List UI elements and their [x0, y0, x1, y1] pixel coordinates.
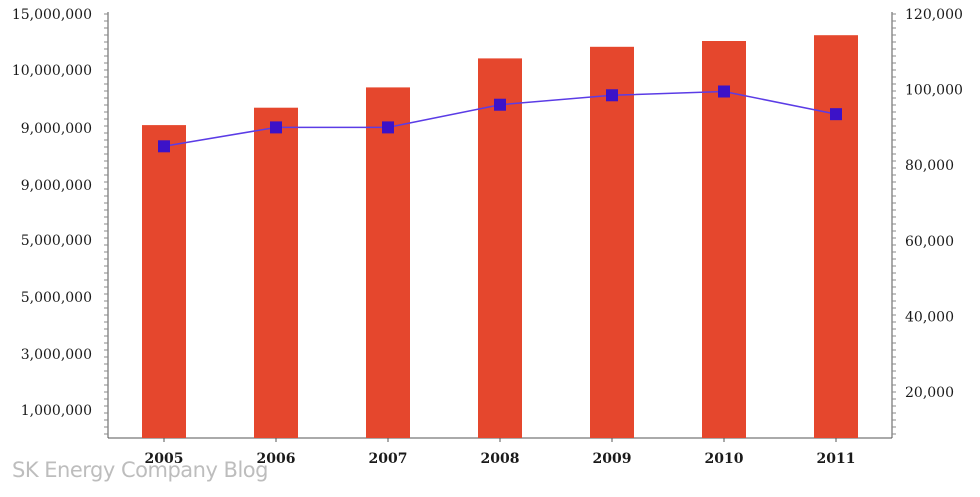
line-marker — [494, 98, 506, 111]
bar — [590, 46, 634, 439]
line-marker — [830, 108, 842, 121]
left-tick-label: 15,000,000 — [12, 7, 92, 23]
right-tick-label: 20,000 — [905, 385, 954, 401]
line-marker — [270, 121, 282, 134]
left-tick-label: 9,000,000 — [21, 178, 92, 194]
left-tick-label: 9,000,000 — [21, 121, 92, 137]
bar — [814, 35, 858, 438]
left-tick-label: 10,000,000 — [12, 63, 92, 79]
category-label: 2005 — [145, 451, 184, 467]
line-marker — [718, 85, 730, 98]
bar — [366, 87, 410, 439]
category-label: 2011 — [817, 451, 856, 467]
right-tick-label: 80,000 — [905, 158, 954, 174]
category-label: 2008 — [481, 451, 520, 467]
bar — [254, 107, 298, 438]
category-label: 2009 — [593, 451, 632, 467]
line-marker — [382, 121, 394, 134]
left-tick-label: 5,000,000 — [21, 290, 92, 306]
right-tick-label: 60,000 — [905, 234, 954, 250]
line-marker — [158, 140, 170, 153]
category-label: 2010 — [705, 451, 744, 467]
right-tick-label: 40,000 — [905, 309, 954, 325]
category-label: 2007 — [369, 451, 408, 467]
bar — [702, 41, 746, 438]
left-tick-label: 1,000,000 — [21, 403, 92, 419]
watermark-text: SK Energy Company Blog — [12, 458, 268, 482]
bar — [142, 125, 186, 438]
right-tick-label: 100,000 — [905, 83, 963, 99]
bar — [478, 58, 522, 439]
right-tick-label: 120,000 — [905, 7, 963, 23]
left-tick-label: 5,000,000 — [21, 233, 92, 249]
line-marker — [606, 89, 618, 102]
category-label: 2006 — [257, 451, 296, 467]
left-tick-label: 3,000,000 — [21, 347, 92, 363]
